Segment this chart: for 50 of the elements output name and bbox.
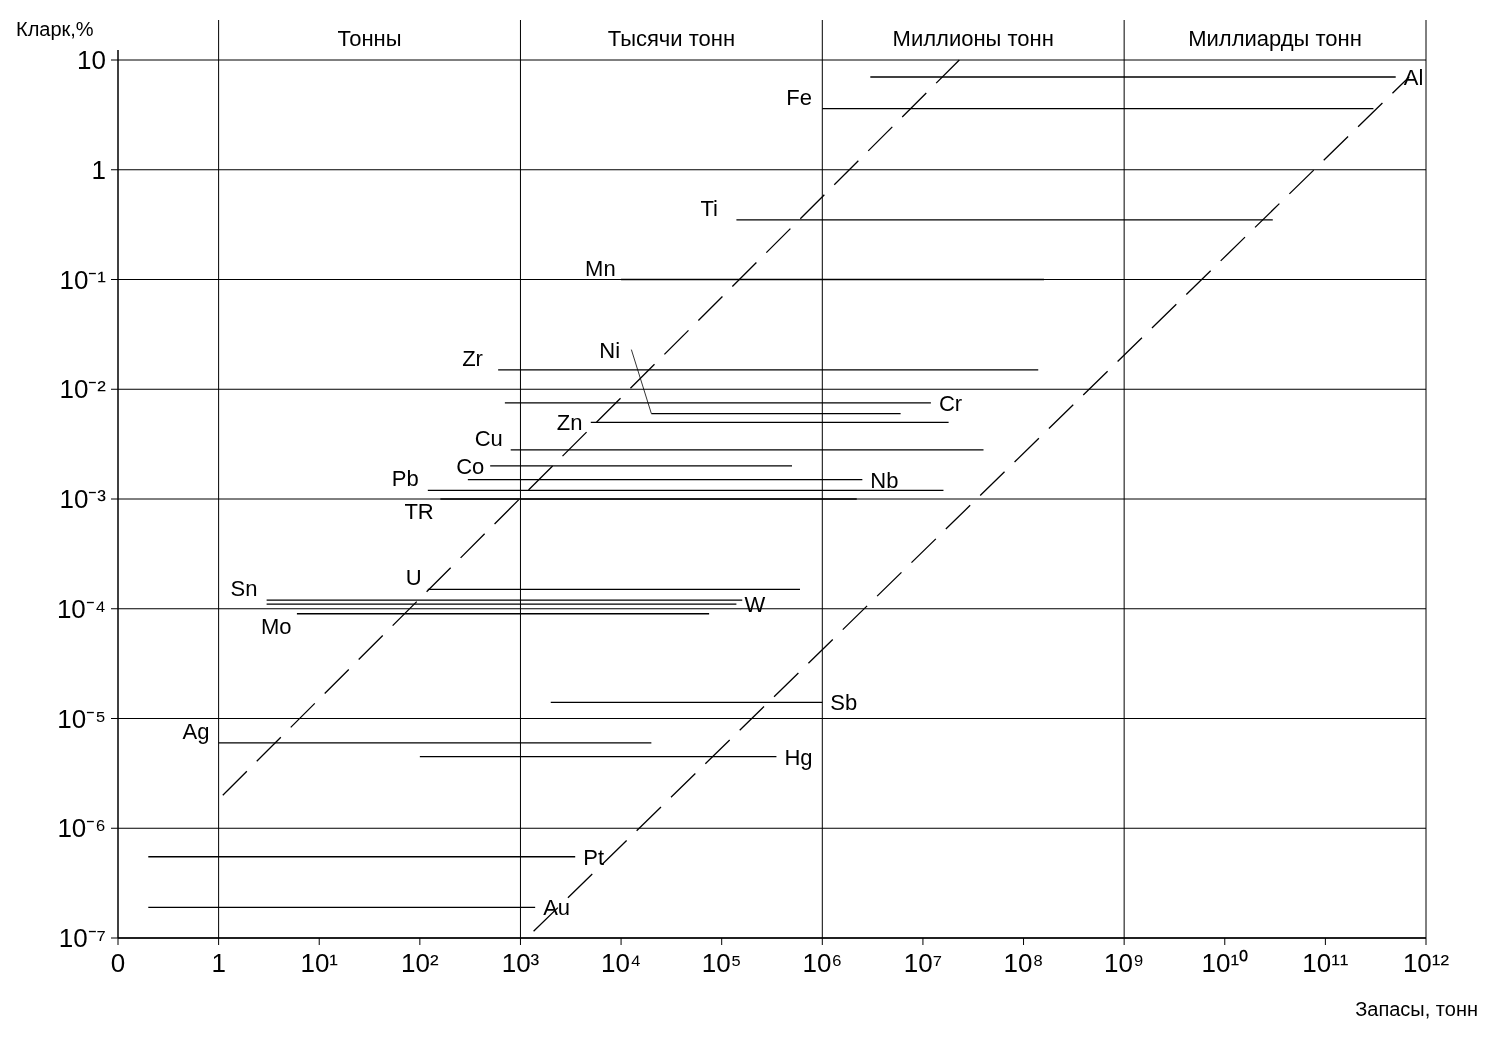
series-label: Al [1403, 65, 1424, 90]
x-tick-label: 10² [401, 948, 439, 978]
y-tick-label: 10⁻⁵ [57, 703, 106, 734]
text: Тонны [337, 26, 402, 51]
series-label: Ag [182, 718, 210, 744]
series-label: Ti [700, 195, 718, 221]
x-tick-label: 10⁶ [802, 948, 843, 978]
y-tick-label: 10⁻² [59, 374, 107, 405]
text: Тысячи тонн [607, 26, 736, 51]
x-tick-label: 10¹² [1402, 948, 1450, 978]
y-axis-title: Кларк,% [16, 18, 94, 40]
series-label: Fe [786, 84, 812, 110]
series-label: Zn [556, 410, 583, 436]
y-tick-label: 10⁻⁴ [56, 593, 106, 624]
x-tick-label: 1 [211, 948, 226, 978]
y-tick-label: 10⁻³ [59, 484, 107, 514]
x-tick-label: 10¹ [300, 948, 339, 978]
y-tick-label: 10 [77, 45, 106, 75]
x-tick-label: 10³ [501, 948, 540, 978]
y-tick-label: 10⁻⁶ [57, 813, 106, 844]
series-label: Pt [583, 844, 604, 870]
y-tick-label: 10⁻⁷ [58, 923, 106, 953]
x-tick-label: 10⁸ [1003, 948, 1044, 978]
series-label: Co [456, 453, 485, 479]
x-tick-label: 0 [110, 948, 126, 978]
series-label: Cr [938, 390, 963, 416]
series-label: Zr [462, 345, 483, 371]
y-tick-label: 10⁻¹ [59, 264, 107, 295]
series-label: Sb [830, 690, 858, 716]
x-tick-label: 10⁵ [701, 948, 742, 978]
y-tick-label: 1 [91, 154, 106, 185]
x-tick-label: 10¹⁰ [1201, 948, 1249, 978]
x-axis-title: Запасы, тонн [1355, 998, 1478, 1020]
x-tick-label: 10⁹ [1104, 948, 1145, 978]
series-label: Mn [585, 255, 616, 281]
series-label: Nb [870, 467, 899, 493]
series-label: U [405, 565, 422, 591]
text: Миллионы тонн [892, 26, 1054, 51]
series-label: Cu [474, 425, 503, 451]
series-label: Sn [230, 576, 258, 602]
series-label: Au [543, 895, 571, 921]
x-tick-label: 10¹¹ [1302, 948, 1349, 978]
text: Ni [599, 337, 621, 363]
series-label: Mo [260, 613, 292, 639]
series-label: Pb [391, 466, 419, 492]
text: Миллиарды тонн [1188, 26, 1362, 51]
series-label: Hg [784, 744, 813, 770]
series-label: TR [404, 499, 434, 524]
x-tick-label: 10⁴ [601, 948, 642, 978]
x-tick-label: 10⁷ [903, 948, 943, 978]
